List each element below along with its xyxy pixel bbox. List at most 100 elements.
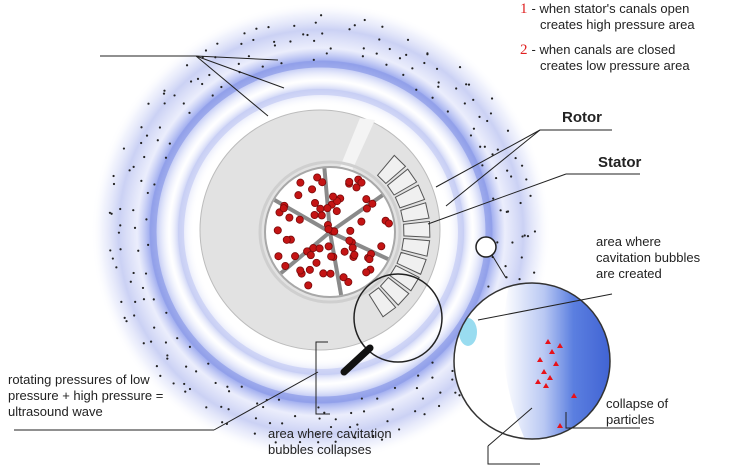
rotating-pressures-label-3: ultrasound wave bbox=[8, 404, 103, 419]
red-particle bbox=[294, 191, 303, 200]
pressure-dot bbox=[165, 311, 168, 314]
pressure-dot bbox=[491, 153, 494, 156]
red-particle bbox=[295, 215, 304, 224]
red-particle bbox=[281, 261, 290, 270]
red-particle bbox=[313, 173, 322, 182]
pressure-dot bbox=[147, 102, 150, 105]
pressure-dot bbox=[529, 194, 532, 197]
pressure-dot bbox=[489, 112, 493, 115]
pressure-dot bbox=[182, 102, 185, 105]
pressure-dot bbox=[386, 420, 389, 423]
red-particle bbox=[279, 204, 288, 213]
pressure-dot bbox=[128, 169, 131, 172]
magnified-particle bbox=[553, 361, 559, 366]
legend-text-1a: - when stator's canals open bbox=[531, 1, 690, 16]
rotor-blade bbox=[329, 230, 389, 261]
stator-segments bbox=[368, 154, 431, 318]
legend-item-2-line2: creates low pressure area bbox=[540, 58, 690, 74]
pressure-dot bbox=[109, 249, 112, 252]
pressure-dot bbox=[185, 365, 188, 368]
pressure-dot bbox=[454, 391, 457, 394]
pressure-dot bbox=[277, 398, 281, 401]
pressure-dot bbox=[520, 164, 524, 167]
rotating-pressures-label-1: rotating pressures of low bbox=[8, 372, 150, 387]
pressure-dot bbox=[313, 39, 316, 42]
magnified-particle bbox=[537, 357, 543, 362]
magnified-particle bbox=[571, 393, 577, 398]
red-particle bbox=[306, 251, 315, 260]
pressure-dot bbox=[207, 362, 210, 365]
pressure-dot bbox=[164, 341, 168, 344]
pressure-dot bbox=[176, 337, 179, 340]
pressure-dot bbox=[254, 417, 258, 420]
pressure-dot bbox=[463, 102, 466, 105]
pressure-dot bbox=[472, 127, 476, 130]
pressure-dot bbox=[111, 257, 114, 260]
pressure-dot bbox=[520, 256, 523, 259]
pressure-dot bbox=[119, 224, 122, 227]
pressure-dot bbox=[172, 382, 175, 385]
pressure-dot bbox=[319, 14, 323, 17]
leader-lines bbox=[14, 55, 640, 465]
pressure-dot bbox=[360, 397, 363, 400]
pressure-dot bbox=[152, 298, 155, 301]
red-particle bbox=[296, 266, 305, 275]
pressure-dot bbox=[356, 423, 359, 426]
pressure-dot bbox=[415, 386, 419, 390]
pressure-dot bbox=[281, 422, 284, 425]
pressure-dot bbox=[146, 191, 149, 195]
pressure-dot bbox=[247, 55, 251, 58]
pressure-dot bbox=[446, 110, 449, 113]
pressure-dot bbox=[133, 314, 136, 317]
red-particle bbox=[324, 242, 333, 251]
pressure-dot bbox=[142, 342, 145, 345]
pressure-dot bbox=[243, 32, 246, 35]
red-particle bbox=[305, 265, 314, 274]
pressure-dot bbox=[147, 243, 150, 246]
pressure-dot bbox=[415, 88, 418, 91]
red-particle bbox=[318, 178, 327, 187]
stator-segment bbox=[389, 264, 420, 292]
magnified-red-particles bbox=[535, 339, 577, 428]
pressure-dot bbox=[293, 24, 296, 27]
tiny-lens-line bbox=[491, 254, 507, 279]
pressure-dot bbox=[361, 55, 364, 58]
pressure-dot bbox=[144, 272, 148, 275]
red-particle bbox=[362, 204, 371, 213]
stator-segment bbox=[386, 168, 418, 196]
pressure-dot bbox=[511, 241, 514, 244]
pressure-dot bbox=[316, 433, 320, 436]
pressure-dot bbox=[388, 47, 391, 51]
legend-number-1: 1 bbox=[520, 1, 528, 17]
pressure-dot bbox=[142, 298, 146, 301]
magnified-particle bbox=[557, 423, 563, 428]
rotor-blade bbox=[328, 231, 344, 296]
legend-text-2a: - when canals are closed bbox=[531, 42, 676, 57]
pressure-dot bbox=[317, 406, 320, 409]
red-particle bbox=[357, 217, 366, 226]
tiny-lens bbox=[475, 236, 497, 258]
pressure-dot bbox=[321, 32, 324, 35]
pressure-dot bbox=[411, 67, 414, 70]
pressure-dot bbox=[455, 87, 458, 90]
stator-segment bbox=[368, 287, 397, 318]
pressure-dot bbox=[417, 374, 420, 377]
pressure-dot bbox=[274, 441, 277, 444]
pressure-dot bbox=[514, 156, 517, 160]
pressure-dot bbox=[237, 62, 240, 65]
stator-label: Stator bbox=[598, 154, 642, 171]
pressure-dot bbox=[289, 40, 292, 43]
pressure-dot bbox=[141, 286, 145, 290]
red-particle bbox=[346, 226, 355, 235]
pressure-dot bbox=[406, 38, 410, 41]
pressure-dot bbox=[487, 285, 490, 288]
pressure-dot bbox=[133, 226, 137, 229]
magnified-particle bbox=[543, 383, 549, 388]
pressure-dot bbox=[117, 231, 121, 234]
small-magnifier-lens bbox=[353, 273, 443, 363]
red-particle bbox=[308, 185, 317, 194]
pressure-dot bbox=[173, 94, 176, 97]
stator-segment bbox=[403, 220, 431, 238]
pressure-dot bbox=[523, 234, 526, 237]
pressure-dot bbox=[334, 418, 337, 421]
